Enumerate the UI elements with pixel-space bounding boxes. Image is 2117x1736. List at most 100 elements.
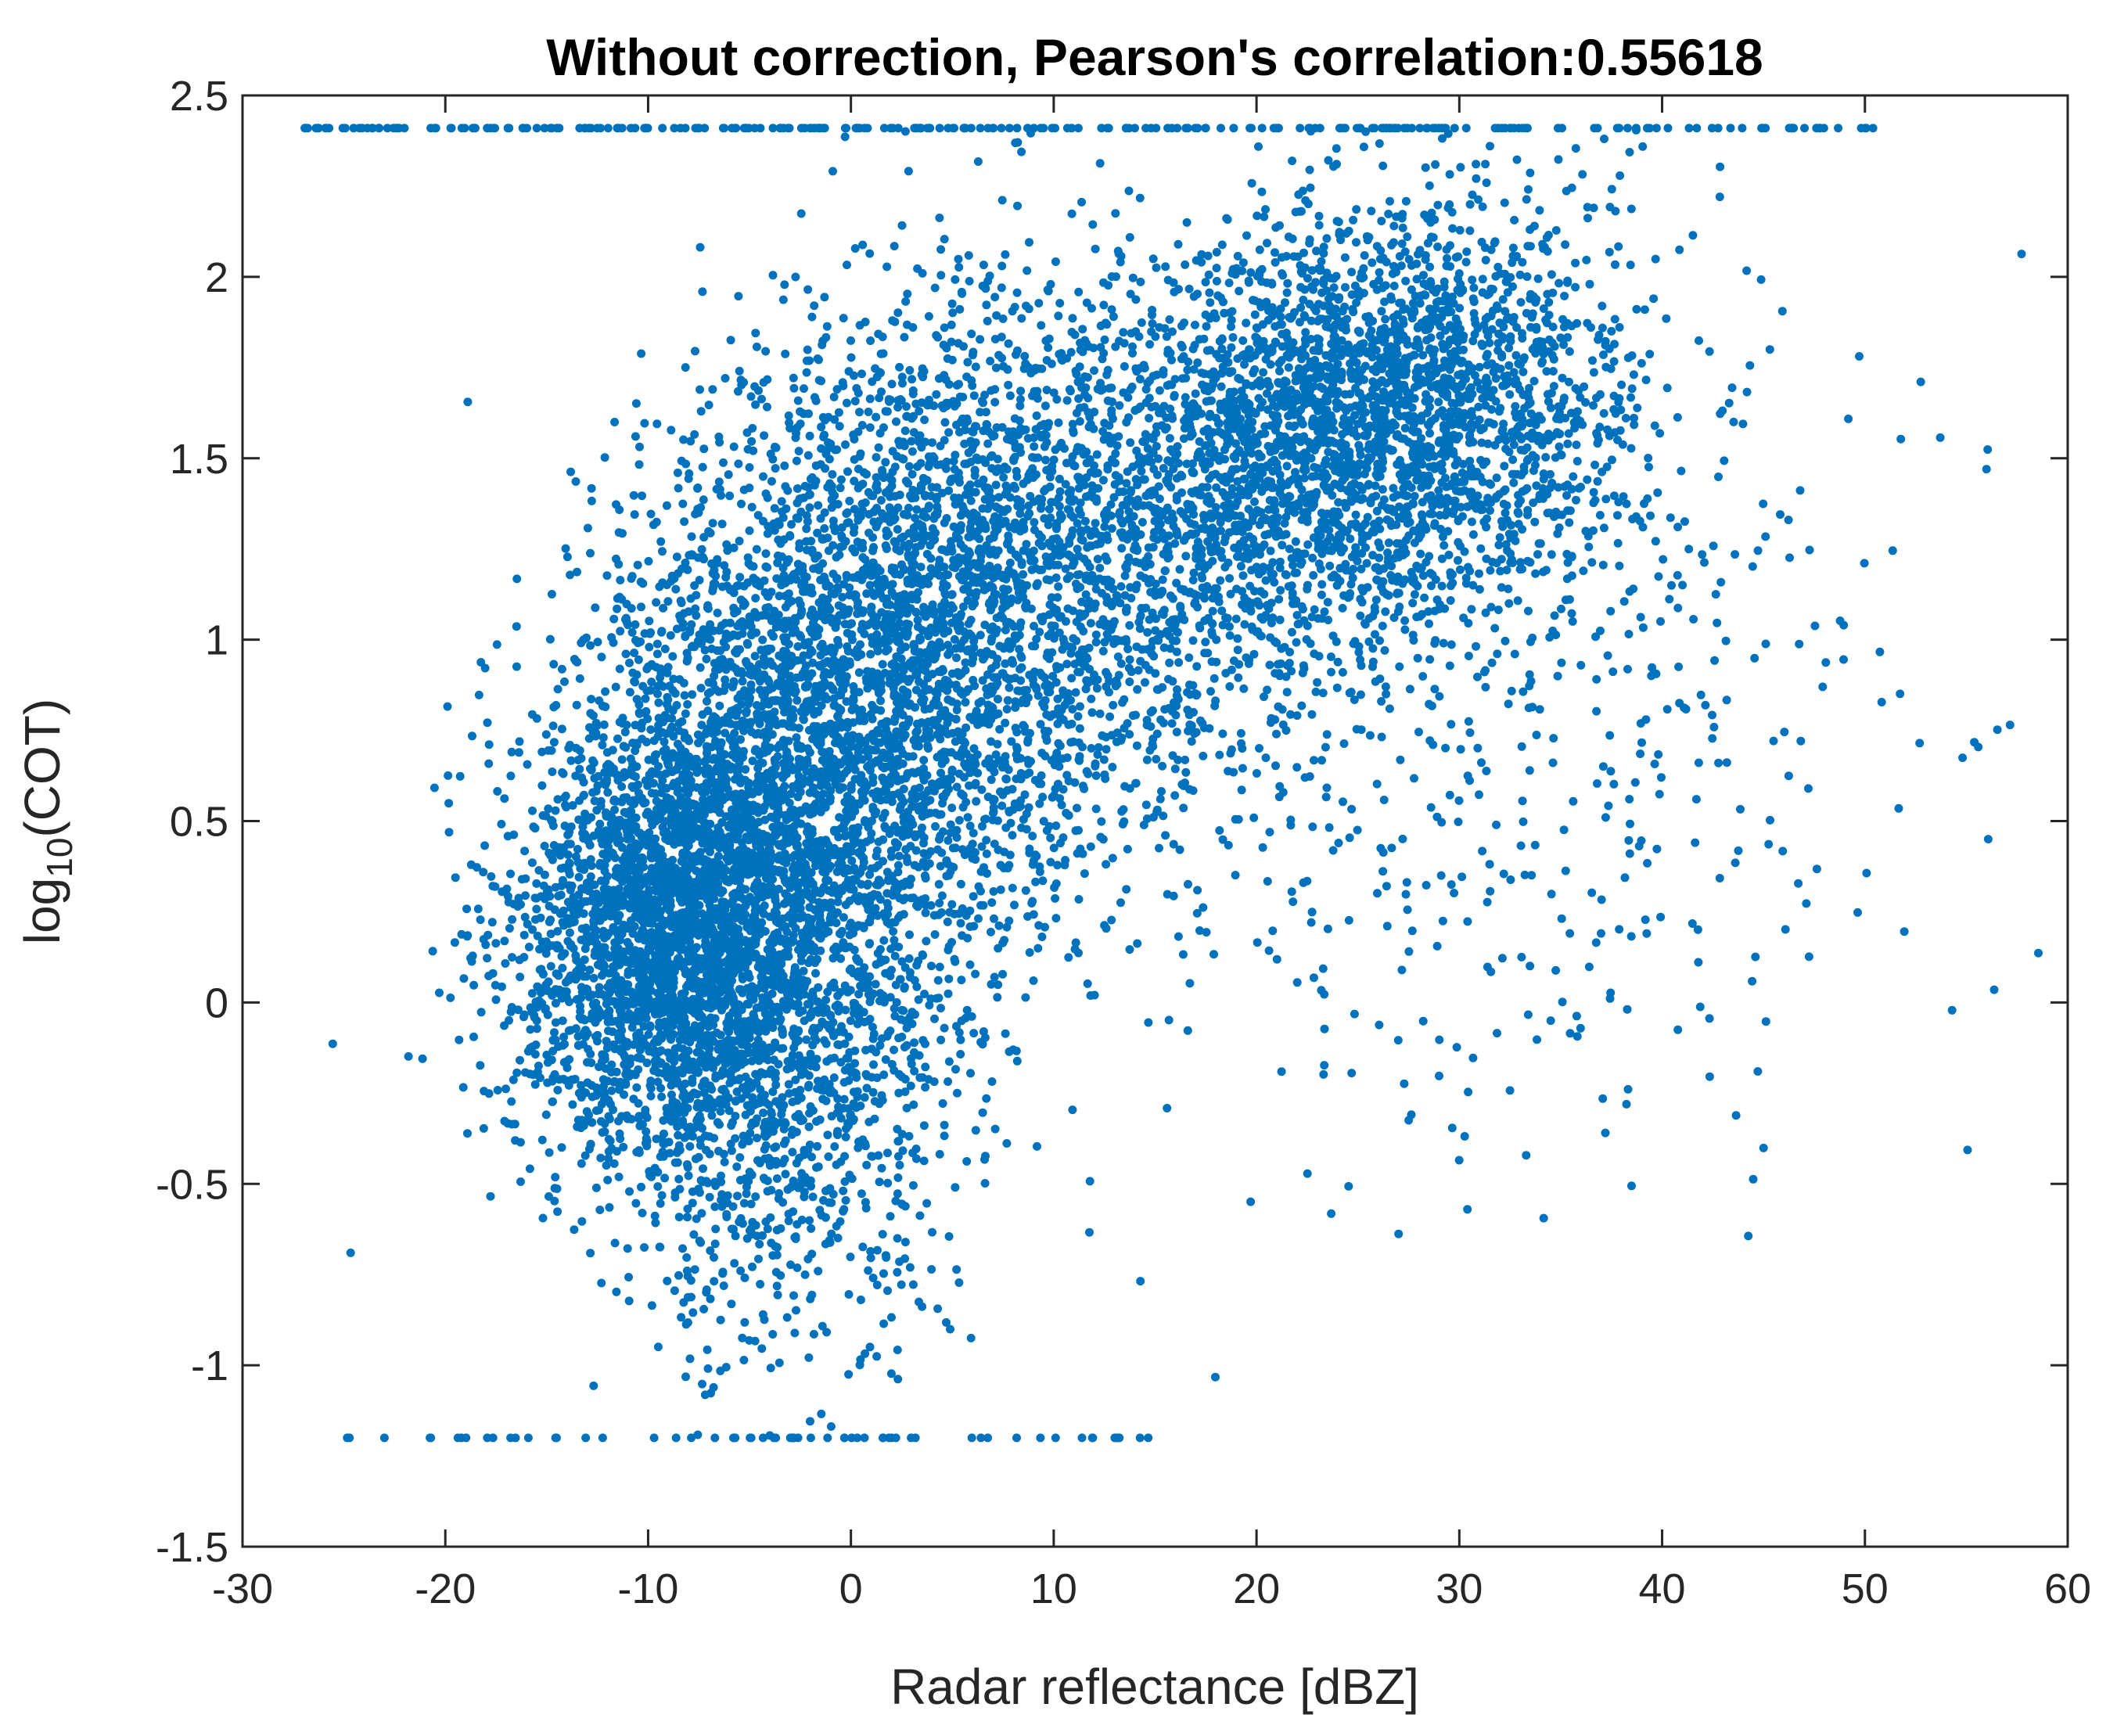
- scatter-point: [645, 1023, 655, 1032]
- scatter-point: [501, 1084, 510, 1094]
- scatter-point: [538, 969, 548, 978]
- scatter-point: [715, 904, 724, 913]
- scatter-point: [550, 1196, 559, 1206]
- scatter-point: [532, 879, 541, 888]
- scatter-point: [572, 995, 581, 1005]
- scatter-point: [602, 811, 611, 821]
- scatter-point: [558, 1016, 567, 1026]
- scatter-point: [900, 1043, 909, 1051]
- scatter-point: [756, 850, 765, 859]
- scatter-point: [840, 1152, 850, 1161]
- scatter-point: [852, 922, 861, 932]
- scatter-point: [503, 1119, 512, 1128]
- scatter-point: [718, 1066, 728, 1075]
- scatter-point: [688, 999, 698, 1008]
- scatter-point: [677, 1029, 686, 1038]
- scatter-point: [588, 1009, 597, 1018]
- scatter-point: [1010, 900, 1019, 910]
- scatter-point: [779, 735, 788, 745]
- scatter-point: [528, 806, 537, 815]
- scatter-point: [634, 700, 644, 710]
- scatter-point: [605, 1202, 614, 1212]
- scatter-point: [532, 904, 541, 914]
- scatter-point: [513, 1005, 523, 1015]
- scatter-point: [530, 1080, 540, 1089]
- scatter-point: [634, 460, 644, 469]
- scatter-point: [597, 1278, 606, 1288]
- scatter-point: [803, 285, 813, 294]
- scatter-point: [622, 888, 631, 897]
- scatter-point: [600, 1127, 609, 1137]
- scatter-point: [699, 803, 709, 813]
- scatter-point: [663, 692, 672, 702]
- scatter-point: [516, 972, 525, 982]
- scatter-point: [781, 824, 790, 833]
- scatter-point: [487, 872, 496, 881]
- scatter-point: [682, 649, 692, 658]
- scatter-point: [794, 754, 803, 764]
- scatter-point: [635, 442, 644, 451]
- scatter-point: [682, 1253, 692, 1262]
- scatter-point: [576, 1001, 584, 1011]
- scatter-point: [602, 1037, 611, 1046]
- scatter-point: [595, 696, 604, 706]
- scatter-point: [563, 897, 573, 907]
- scatter-point: [749, 1009, 758, 1019]
- scatter-point: [703, 706, 713, 716]
- scatter-point: [668, 652, 678, 661]
- scatter-point: [582, 633, 591, 642]
- scatter-point: [1085, 1227, 1094, 1237]
- scatter-point: [717, 922, 726, 931]
- scatter-point: [635, 1045, 645, 1055]
- scatter-point: [627, 807, 636, 816]
- scatter-point: [781, 482, 790, 491]
- scatter-point: [934, 879, 943, 889]
- scatter-point: [698, 462, 707, 472]
- scatter-point: [476, 1061, 485, 1070]
- scatter-point: [795, 914, 804, 923]
- scatter-point: [563, 850, 573, 860]
- scatter-point: [1008, 831, 1017, 840]
- scatter-point: [700, 765, 710, 775]
- scatter-point: [653, 1182, 663, 1191]
- scatter-point: [652, 639, 662, 649]
- scatter-point: [702, 970, 711, 979]
- scatter-point: [897, 879, 907, 889]
- scatter-point: [971, 969, 980, 979]
- scatter-point: [712, 778, 721, 787]
- scatter-point: [627, 627, 637, 637]
- scatter-point: [610, 854, 620, 862]
- scatter-point: [560, 1040, 569, 1049]
- scatter-point: [905, 930, 914, 940]
- scatter-point: [506, 771, 516, 781]
- scatter-point: [811, 969, 820, 978]
- scatter-point: [699, 495, 708, 505]
- scatter-point: [473, 863, 481, 872]
- scatter-point: [561, 544, 570, 553]
- scatter-point: [725, 920, 735, 929]
- scatter-point: [660, 1129, 668, 1138]
- scatter-point: [570, 1225, 579, 1235]
- scatter-point: [551, 998, 560, 1008]
- scatter-point: [631, 772, 640, 782]
- scatter-point: [947, 900, 957, 909]
- scatter-point: [511, 1136, 520, 1145]
- scatter-point: [546, 961, 555, 971]
- scatter-point: [703, 689, 713, 698]
- scatter-point: [654, 762, 663, 771]
- scatter-point: [615, 505, 624, 515]
- scatter-point: [732, 1087, 742, 1096]
- scatter-point: [463, 1129, 472, 1138]
- scatter-point: [879, 835, 888, 844]
- scatter-point: [604, 1095, 613, 1105]
- scatter-point: [637, 602, 645, 612]
- scatter-point: [588, 1118, 597, 1127]
- scatter-point: [1144, 1018, 1153, 1027]
- scatter-point: [530, 915, 540, 924]
- scatter-point: [548, 941, 557, 951]
- scatter-point: [582, 972, 591, 981]
- scatter-point: [943, 695, 953, 704]
- scatter-point: [684, 1171, 693, 1181]
- scatter-point: [676, 743, 685, 753]
- scatter-point: [616, 627, 625, 636]
